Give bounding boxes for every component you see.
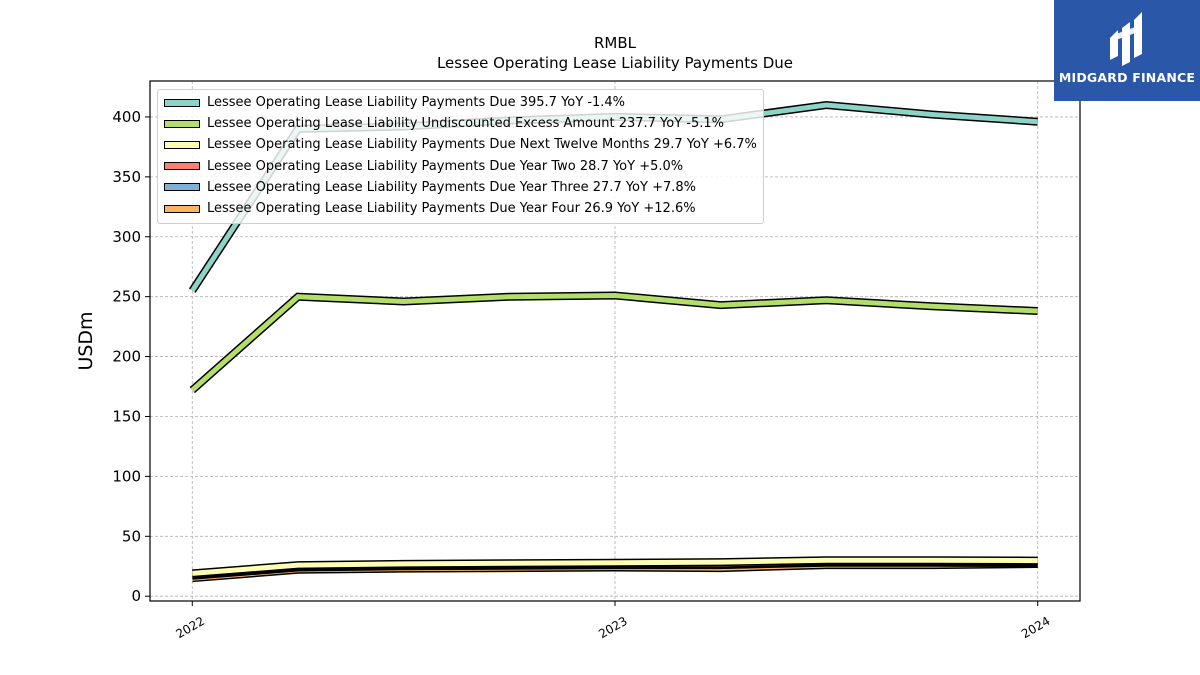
legend-label: Lessee Operating Lease Liability Payment… <box>207 179 696 195</box>
legend-label: Lessee Operating Lease Liability Payment… <box>207 95 626 111</box>
legend-swatch <box>164 162 200 171</box>
y-tick-label: 50 <box>122 527 141 545</box>
y-tick-label: 150 <box>112 407 141 425</box>
legend-item: Lessee Operating Lease Liability Payment… <box>164 134 757 155</box>
legend-item: Lessee Operating Lease Liability Payment… <box>164 156 757 177</box>
legend-item: Lessee Operating Lease Liability Payment… <box>164 177 757 198</box>
series-line <box>192 557 1038 576</box>
legend-swatch <box>164 98 200 107</box>
y-tick-label: 250 <box>112 288 141 306</box>
y-tick-label: 400 <box>112 108 141 126</box>
legend-item: Lessee Operating Lease Liability Payment… <box>164 92 757 113</box>
chart-subtitle: Lessee Operating Lease Liability Payment… <box>437 54 793 72</box>
legend-swatch <box>164 183 200 192</box>
brand-logo: MIDGARD FINANCE <box>1054 0 1200 101</box>
axes: 0 50 100 150 200 250 300 350 400 2022 2023 2024 <box>112 108 1052 641</box>
y-tick-label: 100 <box>112 467 141 485</box>
legend-label: Lessee Operating Lease Liability Undisco… <box>207 116 725 132</box>
chart-legend: Lessee Operating Lease Liability Payment… <box>157 89 764 225</box>
chart-title: RMBL <box>594 34 637 52</box>
legend-swatch <box>164 140 200 149</box>
y-tick-label: 300 <box>112 228 141 246</box>
legend-label: Lessee Operating Lease Liability Payment… <box>207 201 696 217</box>
legend-swatch <box>164 204 200 213</box>
y-tick-label: 200 <box>112 348 141 366</box>
legend-item: Lessee Operating Lease Liability Undisco… <box>164 113 757 134</box>
legend-swatch <box>164 119 200 128</box>
x-tick-label: 2024 <box>1019 614 1052 641</box>
x-tick-label: 2023 <box>596 614 629 641</box>
x-tick-label: 2022 <box>174 614 207 641</box>
series-line <box>190 292 1038 392</box>
legend-label: Lessee Operating Lease Liability Payment… <box>207 158 684 174</box>
legend-label: Lessee Operating Lease Liability Payment… <box>207 137 757 153</box>
midgard-logo-mark-icon <box>1110 12 1142 66</box>
logo-text: MIDGARD FINANCE <box>1058 70 1196 85</box>
y-axis-label: USDm <box>75 311 97 370</box>
y-tick-label: 0 <box>131 587 141 605</box>
legend-item: Lessee Operating Lease Liability Payment… <box>164 198 757 219</box>
y-tick-label: 350 <box>112 168 141 186</box>
